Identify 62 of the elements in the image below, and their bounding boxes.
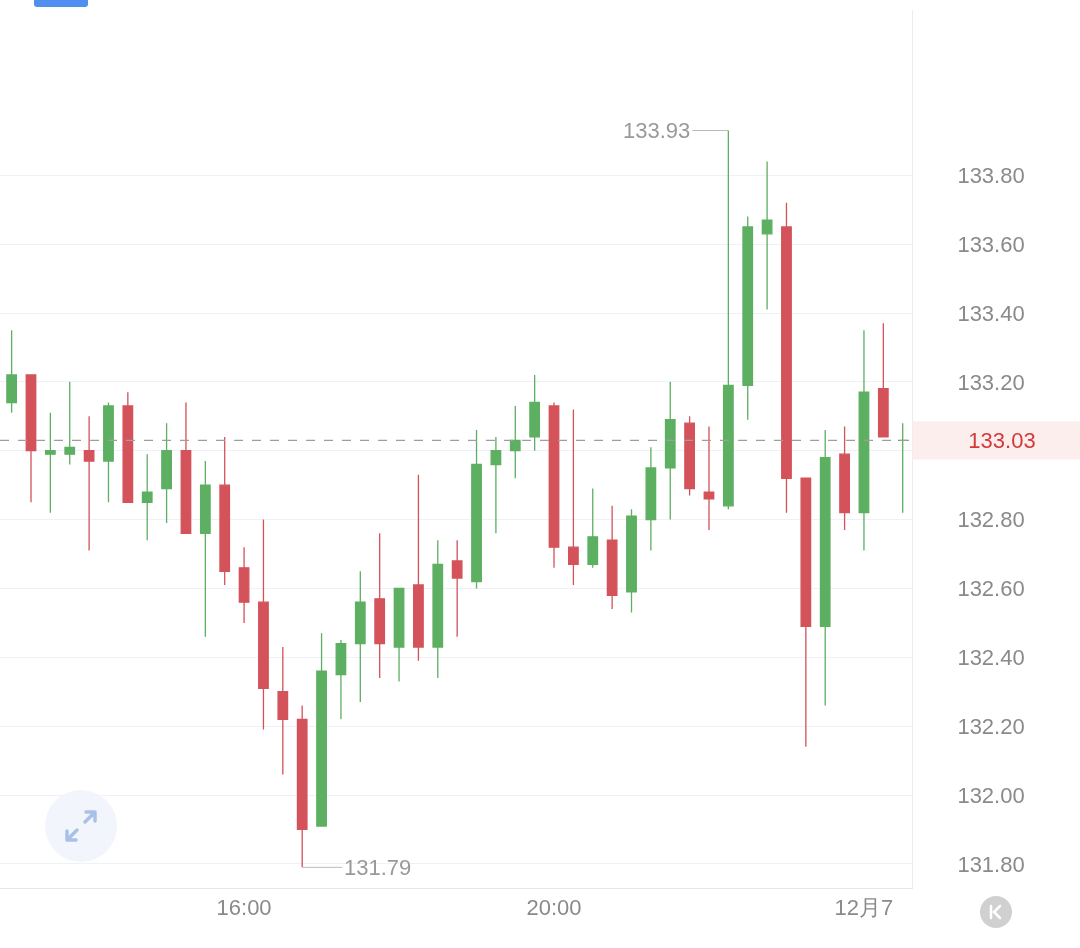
candlestick (44, 412, 56, 514)
candlestick (6, 329, 18, 414)
candlestick (722, 129, 734, 510)
candlestick (258, 518, 269, 731)
y-tick-label: 132.80 (957, 507, 1025, 533)
y-tick-label: 132.00 (957, 782, 1025, 808)
candlestick (626, 508, 637, 614)
y-tick-label: 133.20 (957, 369, 1025, 395)
x-tick-label: 20:00 (526, 895, 582, 921)
candlestick (471, 429, 482, 590)
candlestick (432, 539, 444, 679)
candlestick (800, 477, 812, 748)
candlestick (413, 474, 424, 662)
candlestick (25, 374, 37, 504)
candlestick (548, 401, 560, 569)
candlestick (238, 546, 250, 624)
candlestick (64, 381, 76, 466)
candlestick (180, 401, 192, 535)
annotation: 131.79 (344, 855, 412, 880)
candlestick (877, 322, 889, 438)
candlestick (703, 425, 715, 531)
y-tick-label: 133.80 (957, 162, 1025, 188)
candlestick (587, 487, 599, 569)
candlestick (393, 587, 405, 683)
y-tick-label: 133.60 (957, 231, 1025, 257)
candlestick (141, 453, 153, 541)
annotation: 133.93 (623, 118, 691, 143)
candlestick (858, 329, 870, 552)
candlestick (335, 639, 347, 720)
candlestick (645, 446, 657, 552)
candlestick (103, 401, 114, 504)
candlestick (296, 704, 308, 868)
ref-line-label: 133.03 (968, 428, 1036, 453)
candlestick (316, 632, 327, 827)
candlestick (684, 415, 696, 497)
candlestick (839, 425, 850, 531)
y-tick-label: 132.20 (957, 713, 1025, 739)
candlestick (354, 570, 366, 703)
candlestick (509, 405, 521, 479)
x-tick-label: 16:00 (216, 895, 272, 921)
candlestick (567, 408, 579, 586)
candlestick (83, 415, 95, 552)
y-tick-label: 132.40 (957, 645, 1025, 671)
y-tick-label: 131.80 (957, 851, 1025, 877)
y-tick-label: 133.40 (957, 300, 1025, 326)
candlestick (781, 202, 792, 514)
x-tick-label: 12月7 (834, 895, 894, 921)
candlestick (490, 436, 502, 535)
candlestick (529, 374, 541, 452)
candlestick (761, 160, 773, 311)
candlestick (606, 505, 618, 610)
candlestick (199, 460, 211, 638)
candlestick (161, 422, 172, 524)
y-tick-label: 132.60 (957, 576, 1025, 602)
candlestick (277, 646, 289, 776)
candlestick (451, 539, 463, 638)
candlestick (664, 381, 676, 521)
candlestick (122, 391, 134, 504)
candlestick (219, 436, 231, 586)
candlestick (374, 532, 386, 679)
candlestick (742, 215, 754, 421)
candlestick (819, 429, 831, 707)
